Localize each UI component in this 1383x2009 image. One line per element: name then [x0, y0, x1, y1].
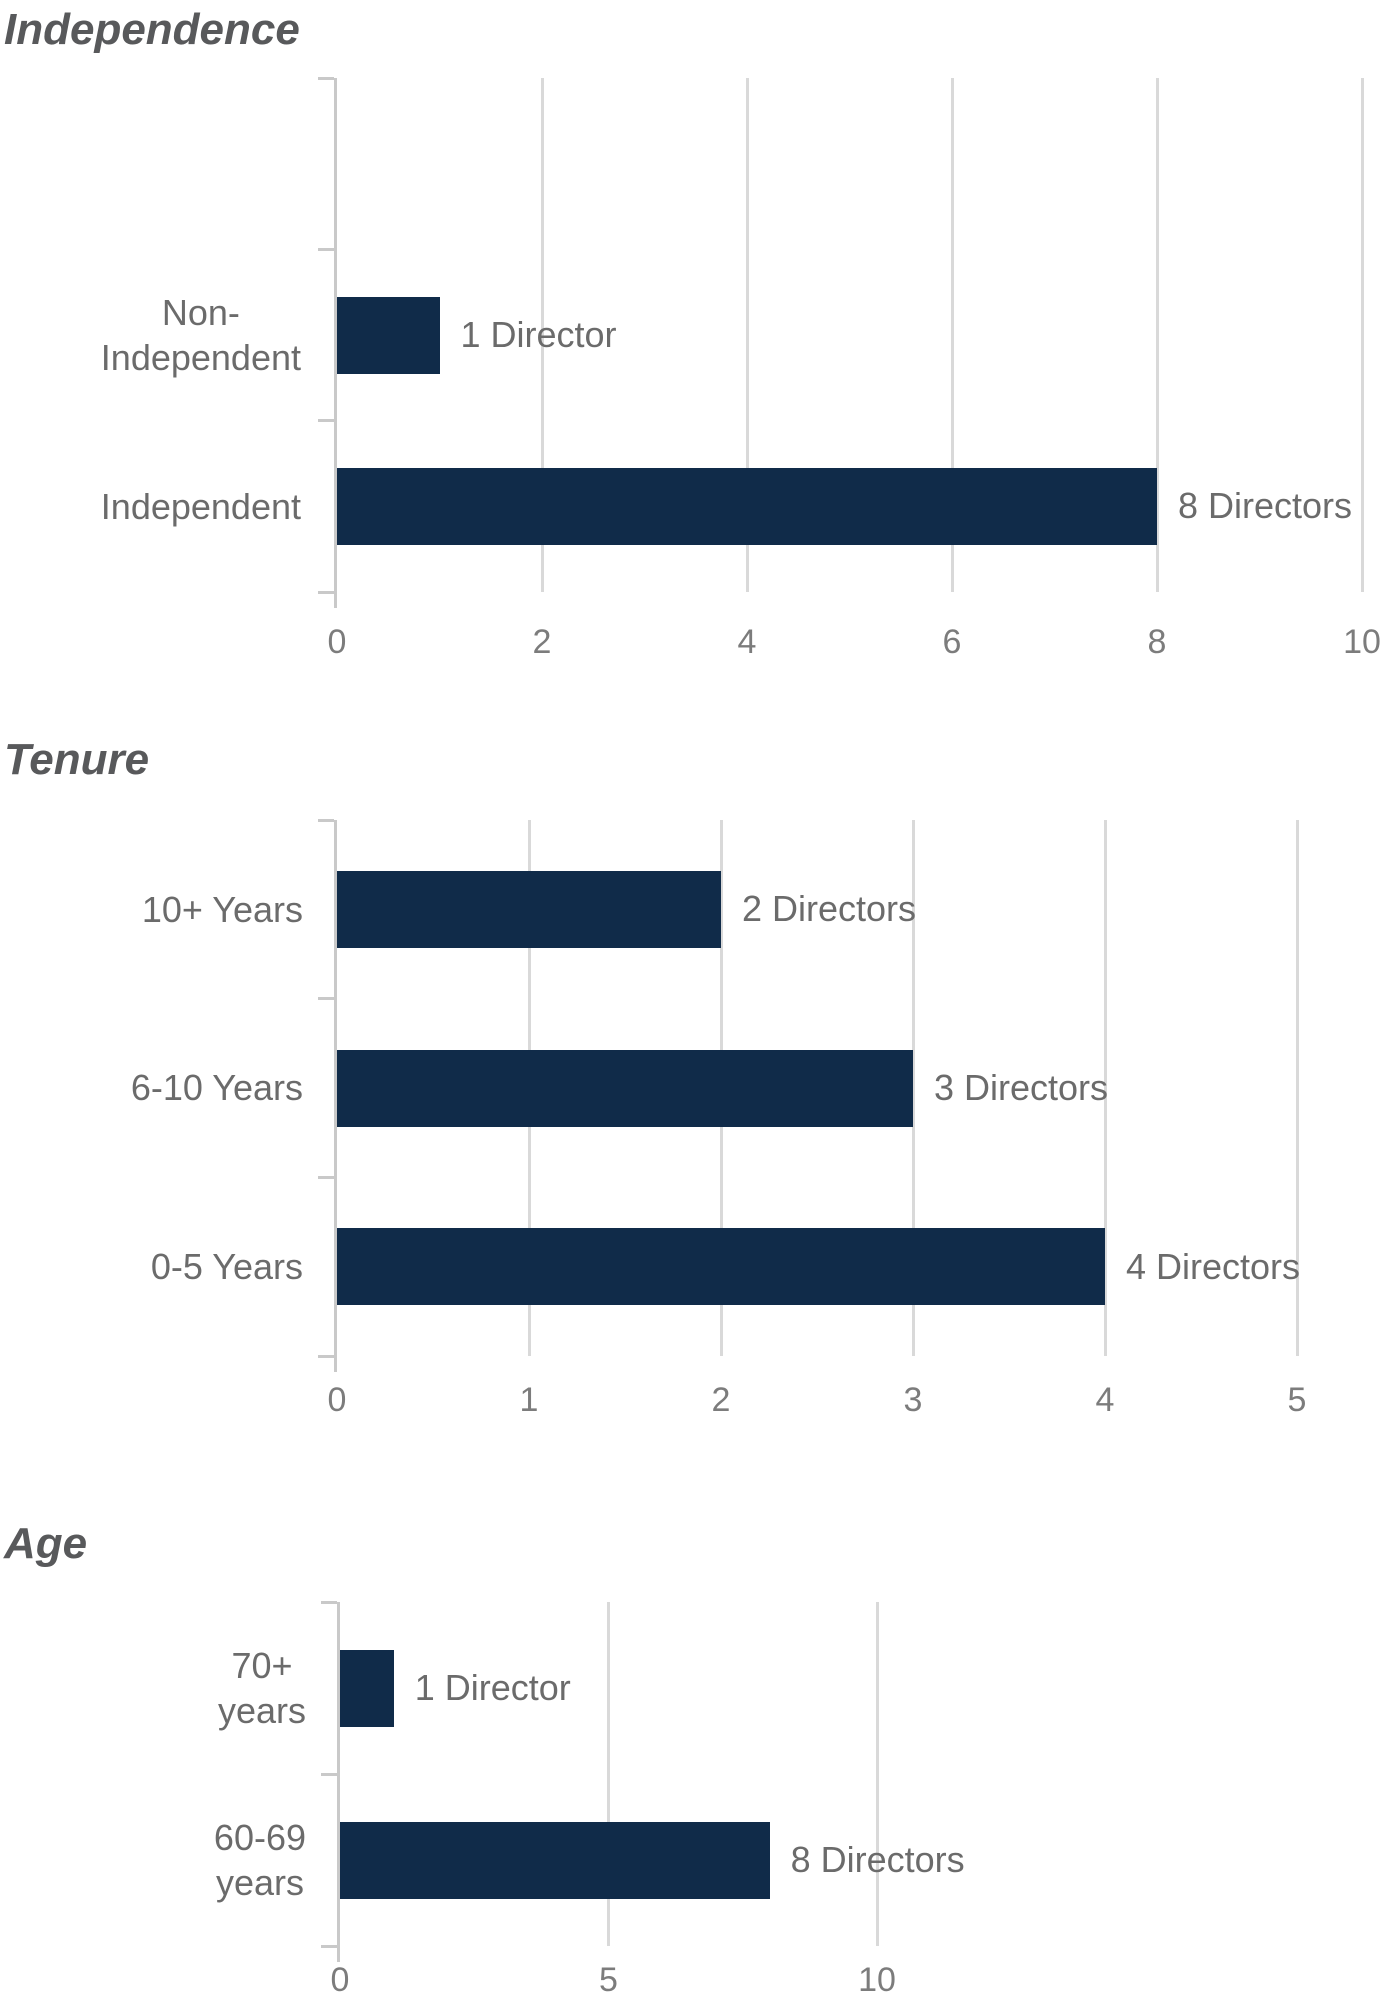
- y-axis-tick: [318, 1354, 334, 1358]
- gridline: [540, 78, 544, 592]
- x-axis-tick-label: 5: [1287, 1381, 1307, 1419]
- gridline: [1103, 820, 1107, 1356]
- chart-title: Independence: [4, 5, 300, 54]
- category-label-line: Independent: [100, 336, 301, 378]
- gridline: [1360, 78, 1364, 592]
- chart-title: Age: [4, 1519, 88, 1568]
- x-axis-tick-label: 6: [942, 623, 962, 661]
- bar-value-label: 3 Directors: [934, 1067, 1109, 1108]
- y-axis-tick: [321, 1600, 337, 1604]
- category-label-line: 0-5 Years: [150, 1246, 303, 1288]
- x-axis-tick-label: 8: [1147, 623, 1167, 661]
- category-label: 70+ years: [218, 1602, 306, 1774]
- bar: [337, 296, 440, 374]
- y-axis-tick: [318, 76, 334, 80]
- bar-value-label: 1 Director: [460, 314, 617, 355]
- category-label-line: 10+ Years: [141, 888, 303, 930]
- category-label: 0-5 Years: [151, 1177, 303, 1356]
- y-axis-tick: [318, 419, 334, 423]
- y-axis-tick: [318, 997, 334, 1001]
- bar-value-label: 8 Directors: [1178, 485, 1353, 527]
- y-axis-tick: [318, 1175, 334, 1179]
- category-label-line: years: [215, 1862, 304, 1903]
- y-axis-line: [334, 78, 337, 608]
- x-axis-tick-label: 2: [532, 623, 552, 661]
- bar: [337, 1049, 913, 1127]
- y-axis-tick: [318, 818, 334, 822]
- bar-value-label: 4 Directors: [1126, 1245, 1301, 1287]
- bar: [337, 870, 721, 948]
- x-axis-tick-label: 10: [858, 1961, 896, 1999]
- bar: [337, 1228, 1105, 1306]
- y-axis-tick: [321, 1944, 337, 1948]
- bar: [340, 1821, 770, 1899]
- x-axis-tick-label: 3: [903, 1381, 923, 1419]
- category-label-line: 70+: [231, 1645, 293, 1686]
- category-label: 10+ Years: [142, 820, 303, 999]
- bar: [337, 467, 1157, 545]
- x-axis-tick-label: 0: [327, 623, 347, 661]
- gridline: [950, 78, 954, 592]
- gridline: [1295, 820, 1299, 1356]
- x-axis-tick-label: 5: [599, 1961, 618, 1999]
- x-axis-tick-label: 0: [330, 1961, 350, 1999]
- x-axis-tick-label: 1: [519, 1381, 539, 1419]
- x-axis-tick-label: 0: [327, 1381, 347, 1419]
- category-label-line: years: [217, 1690, 306, 1731]
- category-label: 60-69 years: [214, 1774, 306, 1946]
- gridline: [875, 1602, 879, 1946]
- chart-title: Tenure: [4, 735, 150, 784]
- x-axis-tick-label: 4: [737, 623, 757, 661]
- bar: [340, 1649, 394, 1727]
- bar-value-label: 1 Director: [414, 1667, 571, 1708]
- y-axis-tick: [321, 1772, 337, 1776]
- x-axis-tick-label: 4: [1095, 1381, 1115, 1419]
- category-label: 6-10 Years: [131, 999, 303, 1178]
- gridline: [607, 1602, 610, 1946]
- bar-value-label: 8 Directors: [790, 1839, 965, 1880]
- gridline: [745, 78, 749, 592]
- bar-value-label: 2 Directors: [742, 888, 917, 930]
- x-axis-tick-label: 10: [1343, 623, 1381, 661]
- category-label-line: 60-69: [213, 1817, 306, 1858]
- y-axis-line: [337, 1602, 340, 1962]
- category-label-line: Independent: [100, 485, 301, 527]
- y-axis-tick: [318, 590, 334, 594]
- category-label: Independent: [101, 421, 301, 592]
- gridline: [1155, 78, 1159, 592]
- gridline: [911, 820, 915, 1356]
- y-axis-line: [334, 820, 337, 1372]
- category-label-line: Non-: [161, 291, 240, 333]
- x-axis-tick-label: 2: [711, 1381, 731, 1419]
- category-label: Non- Independent: [101, 249, 301, 420]
- category-label-line: 6-10 Years: [130, 1067, 303, 1109]
- y-axis-tick: [318, 247, 334, 251]
